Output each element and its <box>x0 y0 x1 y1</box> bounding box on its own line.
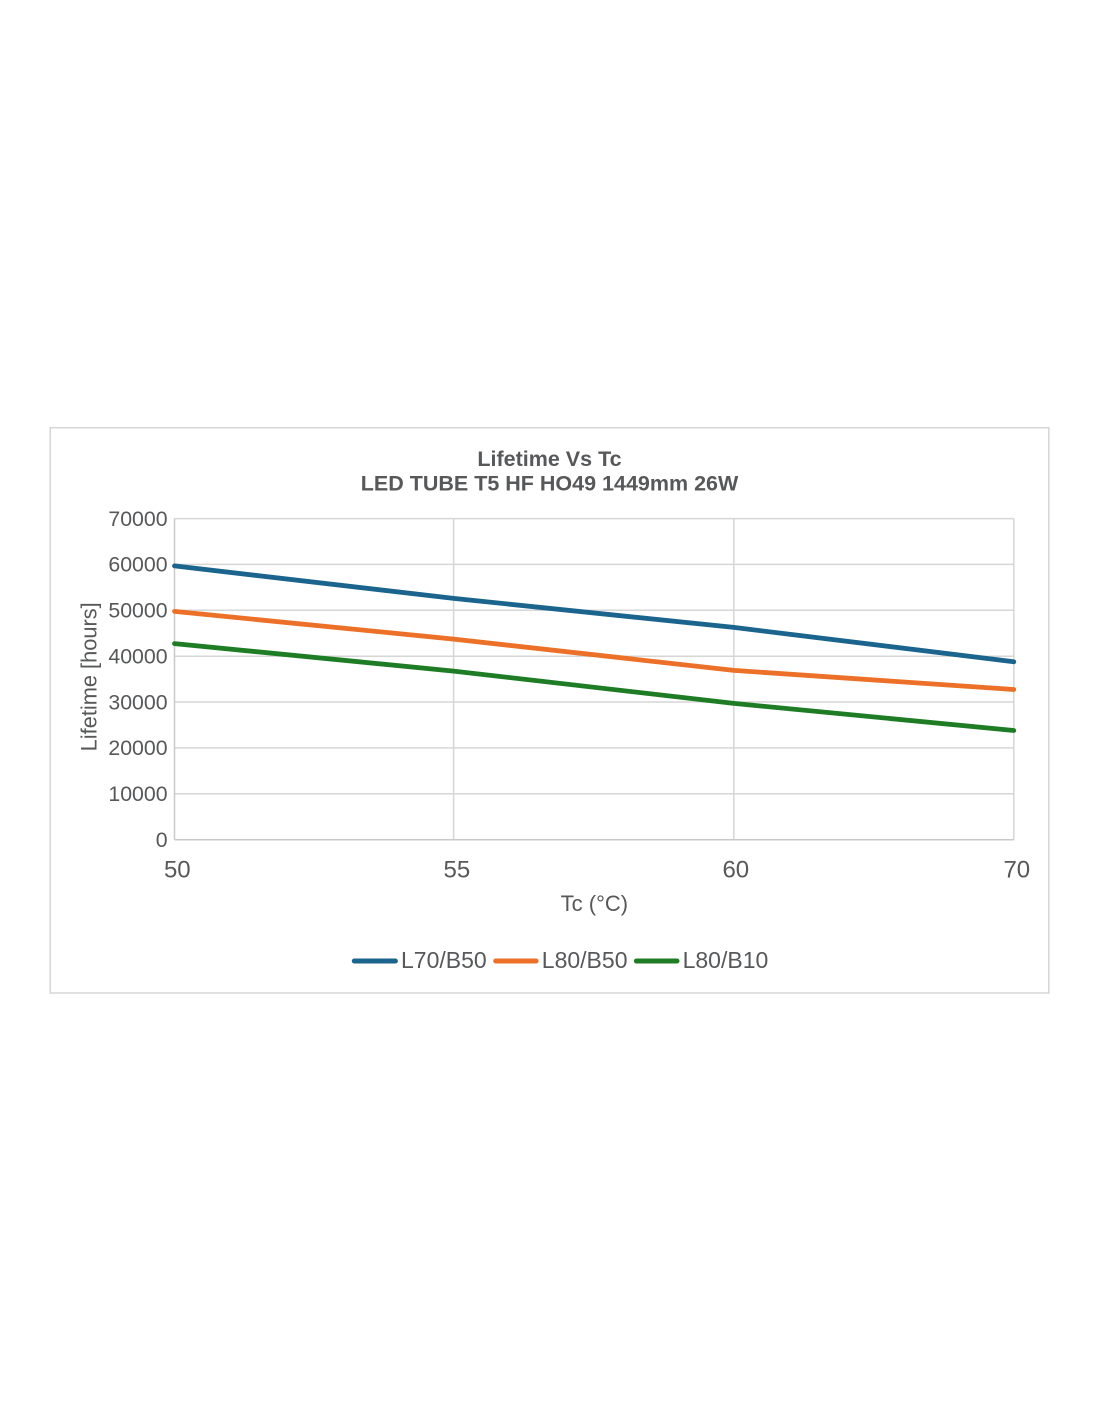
svg-text:L70/B50: L70/B50 <box>401 947 487 973</box>
svg-text:Lifetime Vs Tc: Lifetime Vs Tc <box>477 447 621 471</box>
svg-text:20000: 20000 <box>108 736 167 760</box>
svg-text:40000: 40000 <box>108 645 167 669</box>
svg-text:L80/B10: L80/B10 <box>683 947 769 973</box>
svg-text:10000: 10000 <box>108 782 167 806</box>
svg-text:55: 55 <box>444 857 471 884</box>
svg-text:Tc (°C): Tc (°C) <box>561 891 628 916</box>
svg-text:30000: 30000 <box>108 690 167 714</box>
svg-text:70000: 70000 <box>108 507 167 531</box>
svg-text:0: 0 <box>156 828 168 852</box>
svg-text:60000: 60000 <box>108 553 167 577</box>
svg-text:60: 60 <box>722 857 749 884</box>
svg-text:70: 70 <box>1003 857 1030 884</box>
svg-text:L80/B50: L80/B50 <box>542 947 628 973</box>
svg-text:50: 50 <box>164 857 191 884</box>
svg-text:LED TUBE T5 HF HO49 1449mm 26W: LED TUBE T5 HF HO49 1449mm 26W <box>361 471 739 495</box>
svg-text:50000: 50000 <box>108 599 167 623</box>
svg-text:Lifetime [hours]: Lifetime [hours] <box>77 602 102 751</box>
